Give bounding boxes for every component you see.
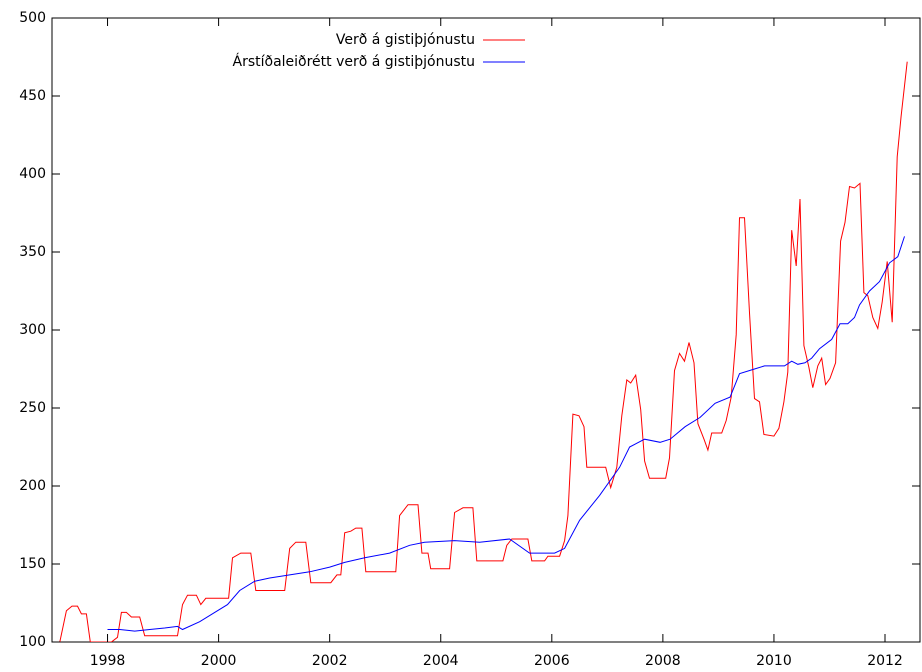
y-tick-label: 200 bbox=[19, 478, 46, 494]
y-tick-label: 350 bbox=[19, 244, 46, 260]
x-tick-label: 2002 bbox=[312, 653, 348, 669]
series-layer bbox=[59, 61, 908, 642]
x-tick-label: 2008 bbox=[645, 653, 681, 669]
legend-label: Árstíðaleiðrétt verð á gistiþjónustu bbox=[233, 53, 476, 70]
x-tick-label: 1998 bbox=[90, 653, 126, 669]
x-tick-label: 2010 bbox=[756, 653, 792, 669]
y-tick-label: 300 bbox=[19, 322, 46, 338]
y-tick-label: 100 bbox=[19, 634, 46, 650]
plot-frame bbox=[51, 17, 921, 643]
y-tick-label: 400 bbox=[19, 166, 46, 182]
x-tick-label: 2004 bbox=[423, 653, 459, 669]
x-tick-label: 2000 bbox=[201, 653, 237, 669]
y-tick-label: 250 bbox=[19, 400, 46, 416]
series-line bbox=[59, 61, 908, 642]
y-tick-label: 500 bbox=[19, 10, 46, 26]
x-tick-label: 2012 bbox=[867, 653, 903, 669]
legend-label: Verð á gistiþjónustu bbox=[336, 32, 475, 48]
y-tick-label: 450 bbox=[19, 88, 46, 104]
y-tick-label: 150 bbox=[19, 556, 46, 572]
x-tick-label: 2006 bbox=[534, 653, 570, 669]
series-line bbox=[107, 236, 905, 632]
